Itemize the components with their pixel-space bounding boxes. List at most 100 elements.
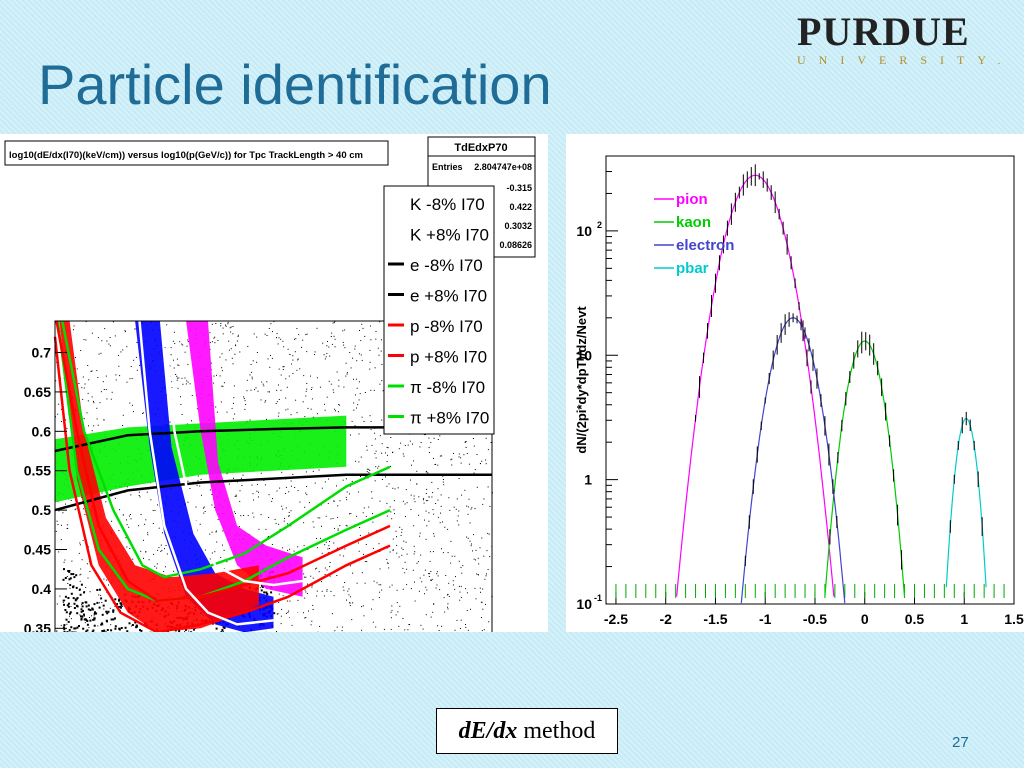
scatter-point [430, 442, 432, 444]
scatter-point [344, 582, 346, 583]
scatter-point [413, 498, 415, 500]
scatter-point [402, 500, 404, 502]
scatter-point [102, 624, 104, 626]
scatter-point [84, 383, 86, 385]
scatter-point [83, 591, 85, 594]
scatter-point [402, 549, 404, 550]
scatter-point [100, 623, 103, 626]
scatter-point [256, 361, 258, 363]
scatter-point [265, 400, 267, 402]
scatter-point [327, 341, 328, 342]
scatter-point [374, 438, 376, 440]
scatter-point [199, 485, 201, 487]
scatter-point [437, 464, 439, 466]
scatter-point [289, 600, 291, 602]
scatter-point [343, 555, 345, 557]
scatter-point [249, 374, 251, 376]
scatter-point [455, 508, 457, 510]
scatter-point [193, 628, 195, 631]
scatter-point [126, 546, 128, 548]
scatter-point [323, 595, 325, 597]
scatter-point [436, 571, 438, 573]
scatter-point [93, 425, 95, 427]
scatter-point [330, 591, 332, 592]
scatter-point [314, 354, 316, 355]
scatter-point [221, 367, 223, 369]
scatter-point [349, 602, 351, 604]
scatter-point [401, 531, 403, 533]
scatter-point [226, 411, 228, 413]
scatter-point [267, 536, 269, 537]
scatter-point [354, 348, 356, 350]
scatter-point [304, 416, 306, 418]
scatter-point [89, 617, 90, 618]
scatter-point [402, 588, 404, 590]
scatter-point [371, 491, 373, 493]
scatter-point [396, 544, 398, 546]
scatter-point [197, 480, 199, 482]
scatter-point [458, 453, 460, 455]
scatter-point [302, 401, 304, 403]
scatter-point [87, 392, 89, 394]
scatter-point [312, 609, 314, 610]
scatter-point [211, 531, 213, 533]
scatter-point [278, 384, 279, 386]
scatter-point [65, 618, 68, 621]
scatter-point [466, 536, 468, 538]
scatter-point [135, 626, 138, 629]
scatter-point [395, 614, 397, 616]
scatter-point [85, 605, 88, 608]
scatter-point [404, 561, 406, 563]
scatter-point [402, 618, 404, 619]
scatter-point [276, 490, 278, 492]
scatter-point [267, 358, 269, 360]
scatter-point [232, 326, 234, 327]
scatter-point [66, 604, 69, 607]
scatter-point [237, 336, 239, 337]
scatter-point [328, 380, 330, 382]
scatter-point [427, 500, 429, 502]
scatter-point [433, 513, 435, 515]
scatter-point [439, 522, 441, 524]
scatter-point [153, 553, 155, 555]
scatter-point [81, 617, 83, 619]
scatter-point [410, 479, 411, 481]
scatter-point [440, 512, 441, 514]
scatter-point [276, 401, 278, 403]
scatter-point [374, 453, 376, 455]
scatter-point [296, 328, 298, 330]
scatter-point [139, 629, 141, 632]
scatter-point [128, 515, 130, 517]
scatter-point [158, 547, 160, 549]
scatter-point [80, 610, 83, 613]
scatter-point [229, 327, 231, 329]
scatter-point [331, 613, 333, 615]
scatter-point [386, 502, 388, 504]
scatter-point [282, 508, 284, 510]
scatter-point [316, 538, 317, 539]
scatter-point [349, 565, 351, 567]
scatter-point [98, 594, 100, 596]
stats-entries-label: Entries [432, 162, 463, 172]
scatter-point [487, 449, 489, 451]
scatter-point [234, 353, 236, 355]
scatter-point [328, 346, 330, 348]
scatter-point [311, 398, 313, 400]
scatter-point [164, 548, 165, 550]
scatter-point [287, 523, 289, 525]
scatter-point [57, 524, 59, 525]
scatter-point [299, 501, 301, 503]
scatter-point [172, 340, 174, 342]
scatter-point [291, 363, 292, 365]
scatter-point [398, 556, 400, 558]
scatter-point [440, 494, 442, 496]
scatter-point [356, 582, 358, 584]
scatter-point [62, 601, 64, 603]
scatter-point [65, 611, 68, 614]
scatter-point [275, 522, 277, 524]
scatter-point [438, 630, 440, 631]
scatter-point [447, 606, 448, 608]
scatter-point [288, 511, 290, 513]
scatter-point [391, 584, 393, 586]
scatter-point [342, 586, 344, 588]
